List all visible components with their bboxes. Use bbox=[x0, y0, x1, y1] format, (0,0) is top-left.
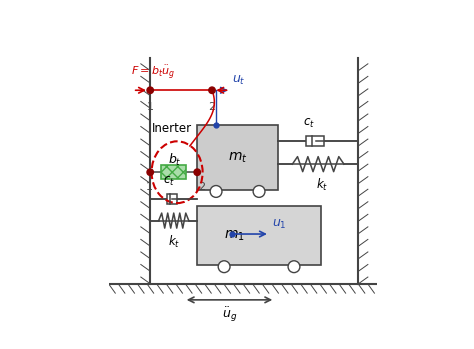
Text: $m_1$: $m_1$ bbox=[225, 228, 245, 243]
Circle shape bbox=[147, 87, 154, 94]
Text: $c_t$: $c_t$ bbox=[302, 117, 314, 130]
Text: $F = b_t\ddot{u}_g$: $F = b_t\ddot{u}_g$ bbox=[131, 63, 176, 81]
Circle shape bbox=[253, 186, 265, 198]
Text: 1: 1 bbox=[147, 102, 154, 112]
Circle shape bbox=[194, 169, 201, 176]
Text: 2: 2 bbox=[209, 102, 216, 112]
Text: Inerter: Inerter bbox=[152, 121, 191, 135]
Text: $c_t$: $c_t$ bbox=[163, 175, 175, 188]
Text: $\ddot{u}_g$: $\ddot{u}_g$ bbox=[222, 306, 237, 324]
Circle shape bbox=[147, 169, 154, 176]
Bar bbox=[167, 194, 177, 204]
Text: $m_t$: $m_t$ bbox=[228, 150, 247, 165]
Text: $b_t$: $b_t$ bbox=[168, 152, 181, 168]
Text: $u_t$: $u_t$ bbox=[232, 74, 246, 87]
Circle shape bbox=[209, 87, 215, 94]
Circle shape bbox=[218, 261, 230, 273]
Bar bbox=[197, 206, 321, 265]
Text: 1: 1 bbox=[146, 181, 152, 192]
Text: $k_t$: $k_t$ bbox=[168, 234, 180, 250]
Text: $u_1$: $u_1$ bbox=[273, 218, 287, 231]
Circle shape bbox=[288, 261, 300, 273]
Bar bbox=[197, 125, 278, 190]
Circle shape bbox=[210, 186, 222, 198]
Bar bbox=[161, 165, 186, 179]
Bar bbox=[306, 136, 324, 147]
Text: $k_t$: $k_t$ bbox=[316, 177, 328, 193]
Text: 2: 2 bbox=[199, 181, 206, 192]
